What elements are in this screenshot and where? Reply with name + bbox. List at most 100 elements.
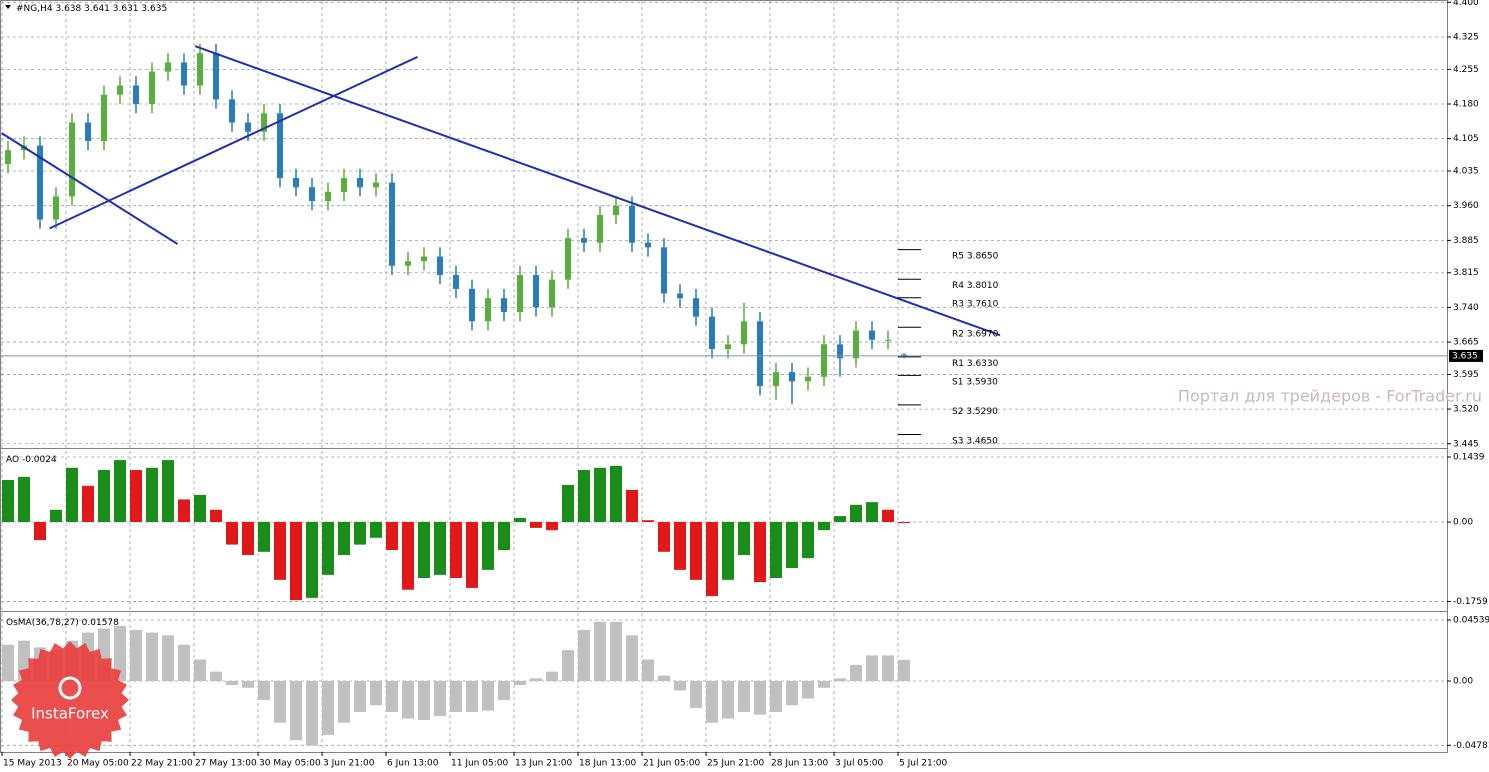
- candle-body: [229, 99, 235, 123]
- candle-body: [869, 330, 875, 340]
- y-tick-label: 3.960: [1453, 201, 1479, 211]
- histogram-bar: [258, 522, 270, 552]
- histogram-bar: [306, 522, 318, 598]
- histogram-bar: [130, 629, 142, 682]
- candle-body: [5, 150, 11, 165]
- candle-body: [725, 344, 731, 350]
- y-tick-label: 0.00: [1453, 518, 1473, 528]
- histogram-bar: [578, 629, 590, 682]
- histogram-bar: [562, 484, 574, 523]
- histogram-bar: [786, 522, 798, 569]
- y-tick-label: 4.105: [1453, 134, 1479, 144]
- pivot-label: S2 3.5290: [952, 406, 998, 416]
- menu-arrow: [5, 5, 11, 9]
- histogram-bar: [418, 522, 430, 579]
- logo-badge: [11, 641, 129, 759]
- histogram-bar: [146, 467, 158, 523]
- histogram-bar: [402, 681, 414, 719]
- pivot-name: S2: [952, 406, 963, 416]
- y-tick-label: 4.400: [1453, 0, 1479, 8]
- histogram-bar: [354, 522, 366, 545]
- y-tick-label: -0.1759: [1453, 597, 1488, 607]
- histogram-bar: [114, 460, 126, 523]
- x-tick-label: 28 Jun 13:00: [771, 759, 828, 769]
- candle-body: [373, 182, 379, 188]
- y-tick-label: 3.885: [1453, 236, 1479, 246]
- y-tick-label: 4.325: [1453, 32, 1479, 42]
- pivot-name: R5: [952, 251, 964, 261]
- candle-body: [629, 205, 635, 243]
- candle-body: [197, 53, 203, 86]
- candle-body: [549, 279, 555, 308]
- histogram-bar: [290, 522, 302, 601]
- histogram-bar: [770, 522, 782, 579]
- histogram-bar: [82, 485, 94, 523]
- y-tick-label: 0.1439: [1453, 453, 1485, 463]
- x-tick-label: 25 Jun 21:00: [707, 759, 764, 769]
- histogram-bar: [754, 681, 766, 715]
- x-tick-label: 5 Jul 21:00: [899, 759, 948, 769]
- histogram-bar: [2, 479, 14, 523]
- candle-body: [517, 275, 523, 313]
- indicator-value: 0.01578: [82, 618, 119, 628]
- trendline: [194, 45, 1001, 337]
- y-tick-label: 4.035: [1453, 167, 1479, 177]
- histogram-bar: [626, 489, 638, 523]
- candle-body: [53, 196, 59, 220]
- histogram-bar: [866, 655, 878, 682]
- histogram-bar: [242, 522, 254, 555]
- histogram-bar: [146, 632, 158, 682]
- pivot-value: 3.6970: [967, 329, 999, 339]
- candle-body: [613, 205, 619, 215]
- symbol: #NG,H4: [16, 4, 53, 14]
- pivot-name: R3: [952, 299, 964, 309]
- candle-body: [37, 145, 43, 220]
- indicator-title: OsMA(36,78,27) 0.01578: [6, 618, 119, 628]
- histogram-bar: [514, 517, 526, 523]
- candle-body: [821, 344, 827, 377]
- x-tick-label: 18 Jun 13:00: [579, 759, 636, 769]
- chart-title: #NG,H4 3.638 3.641 3.631 3.635: [16, 4, 167, 14]
- histogram-bar: [898, 522, 910, 524]
- histogram-bar: [18, 476, 30, 523]
- candle-body: [597, 214, 603, 243]
- current-price-box: [1449, 349, 1483, 362]
- pivot-value: 3.8650: [967, 251, 999, 261]
- histogram-bar: [610, 621, 622, 682]
- histogram-bar: [706, 681, 718, 723]
- x-tick-label: 11 Jun 05:00: [451, 759, 508, 769]
- x-tick-label: 21 Jun 05:00: [643, 759, 700, 769]
- indicator-name: AO: [6, 455, 19, 465]
- histogram-bar: [658, 675, 670, 682]
- trendline: [1, 132, 179, 245]
- pivot-label: R2 3.6970: [952, 329, 999, 339]
- pivot-label: R1 3.6330: [952, 358, 999, 368]
- candle-body: [245, 122, 251, 132]
- histogram-bar: [210, 509, 222, 523]
- histogram-bar: [642, 659, 654, 682]
- histogram-bar: [386, 681, 398, 712]
- histogram-bar: [370, 681, 382, 706]
- histogram-bar: [594, 467, 606, 523]
- histogram-bar: [882, 509, 894, 523]
- histogram-bar: [466, 522, 478, 588]
- y-tick-label: 0.00: [1453, 677, 1473, 687]
- candle-body: [357, 177, 363, 188]
- histogram-bar: [562, 650, 574, 682]
- histogram-bar: [226, 681, 238, 686]
- pivot-value: 3.5290: [966, 406, 998, 416]
- candle-body: [149, 71, 155, 105]
- candle-body: [533, 275, 539, 308]
- current-price-label: 3.635: [1452, 351, 1478, 361]
- histogram-bar: [850, 664, 862, 682]
- candle-body: [421, 256, 427, 262]
- histogram-bar: [338, 522, 350, 555]
- candle-body: [69, 122, 75, 197]
- histogram-bar: [418, 681, 430, 721]
- y-tick-label: 0.04539: [1453, 616, 1489, 626]
- histogram-bar: [354, 681, 366, 712]
- histogram-bar: [738, 681, 750, 712]
- histogram-bar: [626, 635, 638, 682]
- histogram-bar: [386, 522, 398, 551]
- y-tick-label: 3.665: [1453, 338, 1479, 348]
